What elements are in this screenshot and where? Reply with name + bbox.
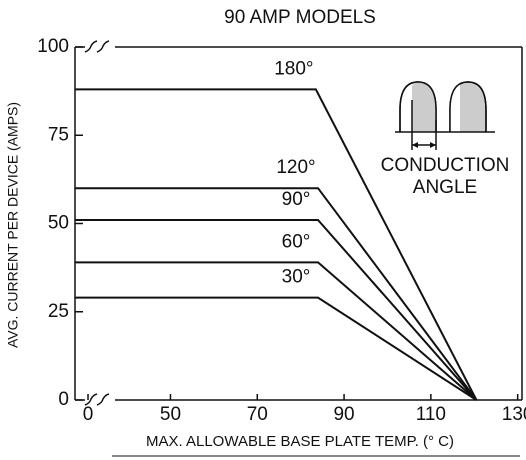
x-tick-label: 90 bbox=[333, 404, 354, 425]
curve bbox=[75, 88, 478, 401]
x-tick-label: 70 bbox=[247, 404, 268, 425]
curve-label: 120° bbox=[276, 157, 315, 178]
axis-break bbox=[96, 393, 110, 406]
curve-label: 60° bbox=[282, 231, 311, 252]
curve bbox=[75, 187, 478, 401]
axis-break bbox=[84, 40, 98, 53]
x-tick-label: 130 bbox=[502, 404, 526, 425]
curve-label: 90° bbox=[282, 189, 311, 210]
x-axis-label: MAX. ALLOWABLE BASE PLATE TEMP. (° C) bbox=[146, 433, 454, 450]
y-tick-label: 25 bbox=[48, 301, 69, 322]
x-tick-label: 50 bbox=[160, 404, 181, 425]
curve bbox=[75, 296, 477, 401]
curve-label: 180° bbox=[274, 58, 313, 79]
x-tick-label: 110 bbox=[416, 404, 446, 425]
conduction-icon bbox=[395, 81, 495, 150]
axis-break bbox=[84, 393, 98, 406]
y-tick-label: 75 bbox=[48, 124, 69, 145]
y-tick-label: 50 bbox=[48, 213, 69, 234]
y-tick-label: 100 bbox=[37, 36, 69, 57]
curve bbox=[75, 218, 478, 401]
curve-label: 30° bbox=[282, 267, 311, 288]
axis-break bbox=[96, 40, 110, 53]
y-axis-label: AVG. CURRENT PER DEVICE (AMPS) bbox=[5, 102, 21, 348]
annotation: CONDUCTION bbox=[381, 155, 510, 176]
curve bbox=[75, 261, 478, 401]
chart-title: 90 AMP MODELS bbox=[224, 7, 376, 28]
y-tick-label: 0 bbox=[58, 389, 69, 410]
x-tick-label: 0 bbox=[83, 404, 94, 425]
annotation: ANGLE bbox=[413, 177, 477, 198]
